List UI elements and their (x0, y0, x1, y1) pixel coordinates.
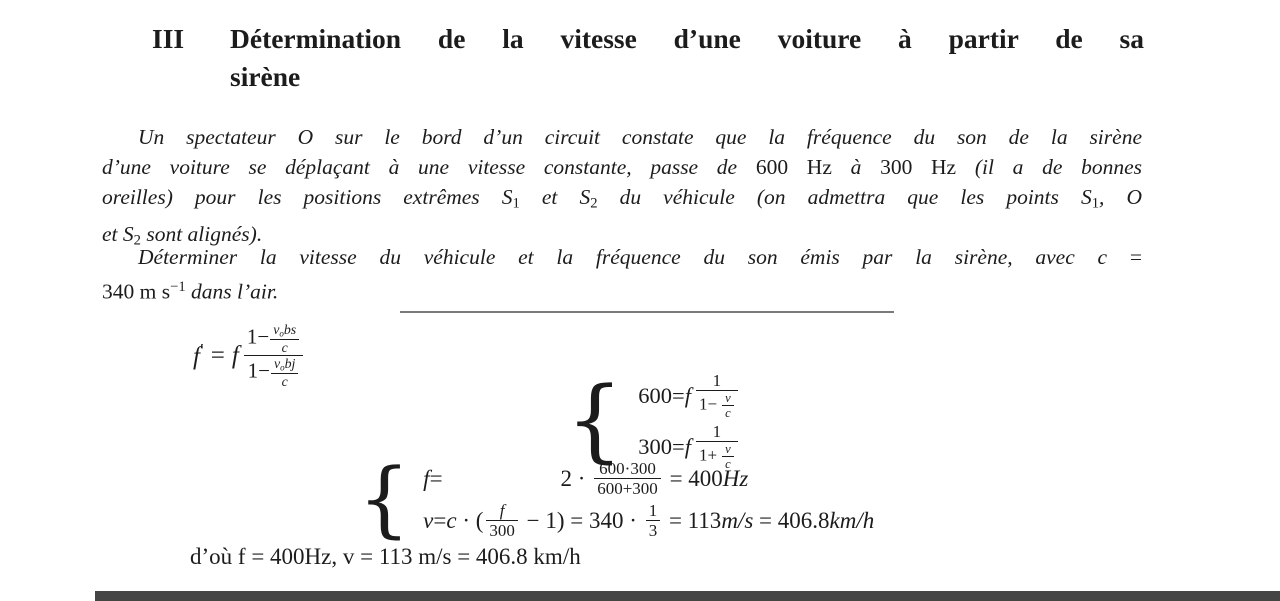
window-edge-bar[interactable] (95, 591, 1280, 601)
left-brace: { (566, 368, 624, 474)
doppler-formula: f′ = f 1− vobs c 1− vobj c (193, 322, 304, 390)
equation-f: f = 2 · 600·300 600+300 = 400 Hz (423, 459, 749, 499)
equation-system-solution: { f = 2 · 600·300 600+300 = 400 Hz v = c · (f 3… (358, 451, 875, 547)
intro-line-4: et S2 sont alignés). (102, 221, 263, 249)
intro-paragraph: Un spectateur O sur le bord d’un circuit… (102, 122, 1142, 255)
equals-sign: = (210, 341, 225, 369)
fraction: 1− vobs c 1− vobj c (243, 322, 304, 390)
fprime-lhs: f′ (193, 340, 204, 371)
left-brace: { (358, 451, 411, 547)
question-line-1: Déterminer la vitesse du véhicule et la … (138, 245, 1142, 269)
section-heading: III Détermination de la vitesse d’une vo… (152, 20, 1144, 96)
horizontal-rule (400, 311, 894, 313)
fraction: 600·300 600+300 (594, 459, 661, 498)
question-paragraph: Déterminer la vitesse du véhicule et la … (102, 242, 1142, 306)
vobs-over-c: vobs c (270, 322, 300, 355)
fraction: 1 1+ v c (695, 422, 738, 471)
vobj-over-c: vobj c (270, 356, 299, 389)
section-number: III (152, 23, 185, 54)
question-line-2: 340 m s−1 dans l’air. (102, 279, 279, 304)
equation-system-frequencies: { 600 = f 1 1− v c 300 = f 1 1+ v c (566, 371, 738, 471)
intro-line-2: d’une voiture se déplaçant à une vitesse… (102, 155, 1143, 179)
section-title: Détermination de la vitesse d’une voitur… (230, 20, 1144, 96)
equation-300: 300 = f 1 1+ v c (638, 422, 738, 471)
intro-line-1: Un spectateur O sur le bord d’un circuit… (138, 125, 1142, 149)
f-symbol: f (231, 341, 239, 369)
section-title-line-1: Détermination de la vitesse d’une voitur… (230, 23, 1144, 54)
conclusion-line: d’où f = 400Hz, v = 113 m/s = 406.8 km/h (190, 544, 581, 569)
intro-line-3: oreilles) pour les positions extrêmes S1… (102, 185, 1142, 212)
section-title-line-2: sirène (230, 61, 301, 92)
equation-600: 600 = f 1 1− v c (638, 371, 738, 420)
fraction: f 300 (486, 501, 518, 540)
fraction: 1 1− v c (695, 371, 738, 420)
